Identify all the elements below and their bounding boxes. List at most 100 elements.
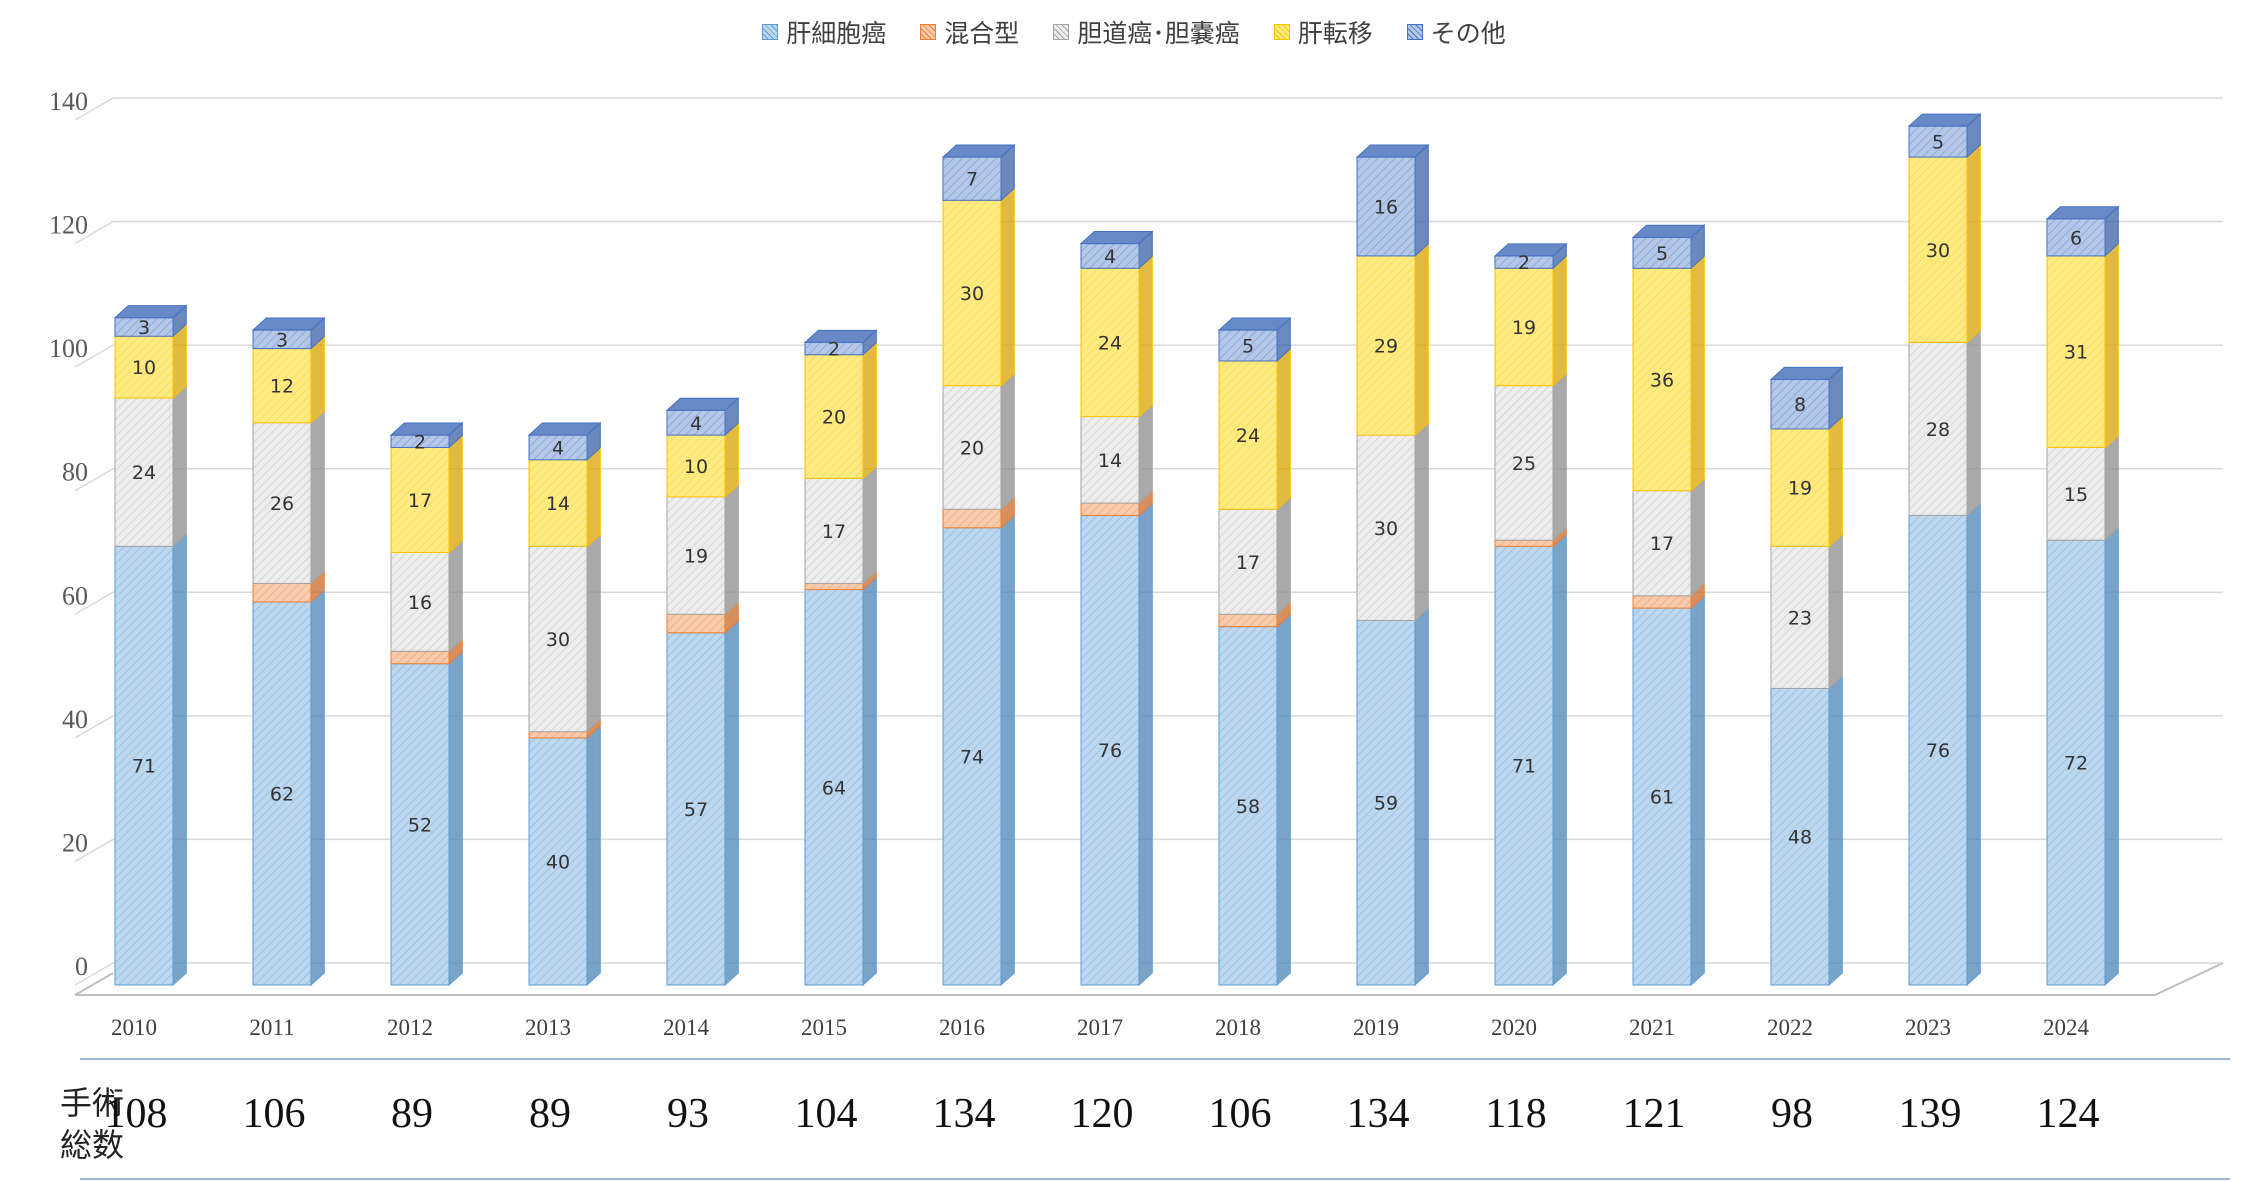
bar-segment-front — [114, 335, 174, 399]
legend-item: 肝転移 — [1273, 14, 1373, 50]
bar-segment — [1770, 415, 1843, 548]
bar-segment — [390, 434, 463, 554]
bar-segment-side — [1414, 607, 1429, 987]
bar-segment — [1356, 607, 1429, 987]
bar-segment — [1494, 242, 1567, 270]
bar-2015: 64 17 20 2 — [803, 329, 878, 987]
total-value: 108 — [104, 1091, 168, 1137]
bar-segment — [2046, 434, 2119, 542]
bar-segment-front — [1770, 545, 1830, 689]
bar-segment-front — [666, 434, 726, 498]
bar-2010: 71 24 10 3 — [113, 304, 188, 987]
bar-segment-front — [2046, 218, 2106, 257]
totals-label: 手術 総数 — [60, 1082, 124, 1166]
data-label: 25 — [1512, 453, 1536, 475]
bar-segment — [252, 570, 325, 604]
bar-segment — [390, 539, 463, 653]
bar-segment-front — [2046, 446, 2106, 541]
bar-segment — [942, 187, 1015, 387]
data-label: 4 — [1104, 246, 1116, 268]
x-tick-label: 2024 — [2043, 1015, 2090, 1040]
bar-segment-side — [1138, 502, 1153, 987]
bar-segment — [252, 335, 325, 424]
legend-swatch — [1053, 24, 1070, 40]
total-value: 121 — [1622, 1091, 1686, 1137]
x-tick-label: 2020 — [1491, 1015, 1537, 1040]
legend-label: 胆道癌･胆嚢癌 — [1077, 19, 1240, 48]
bar-segment-side — [2104, 434, 2119, 542]
x-tick-label: 2015 — [801, 1015, 847, 1040]
data-label: 17 — [1236, 552, 1260, 574]
legend-swatch — [920, 24, 937, 40]
bar-segment — [942, 514, 1015, 987]
bar-segment-front — [1494, 385, 1554, 541]
bar-segment-front — [942, 508, 1002, 529]
data-label: 74 — [960, 746, 984, 768]
bar-segment-front — [666, 409, 726, 436]
data-label: 19 — [1512, 317, 1536, 339]
totals-bottom-rule — [80, 1178, 2230, 1180]
bar-segment-front — [666, 632, 726, 986]
bar-segment — [390, 638, 463, 665]
bar-segment — [528, 533, 601, 733]
bar-segment-front — [1908, 156, 1968, 343]
bar-segment — [666, 601, 739, 634]
total-value: 106 — [1208, 1091, 1272, 1137]
bar-segment-front — [1356, 619, 1416, 986]
bar-segment-side — [862, 341, 877, 480]
bar-segment — [1080, 230, 1153, 270]
data-label: 19 — [684, 546, 708, 568]
x-tick-label: 2011 — [249, 1015, 294, 1040]
bar-segment-front — [252, 601, 312, 986]
bar-top — [803, 329, 878, 343]
data-label: 24 — [1098, 332, 1122, 354]
bar-segment — [1356, 421, 1429, 622]
data-label: 59 — [1374, 793, 1398, 815]
bar-segment — [1632, 224, 1705, 270]
bar-segment-front — [528, 731, 588, 739]
data-label: 28 — [1926, 419, 1950, 441]
data-label: 6 — [2070, 227, 2082, 249]
bar-segment — [666, 619, 739, 987]
data-label: 7 — [966, 169, 978, 191]
data-label: 24 — [1236, 425, 1260, 447]
total-value: 124 — [2036, 1091, 2100, 1137]
bar-segment — [390, 650, 463, 987]
bar-top — [1769, 366, 1844, 380]
bar-segment-side — [1690, 594, 1705, 987]
data-label: 58 — [1236, 796, 1260, 818]
bar-top — [1493, 243, 1568, 257]
data-label: 5 — [1242, 336, 1254, 358]
bar-segment-side — [1966, 502, 1981, 987]
data-label: 31 — [2064, 342, 2088, 364]
legend-item: 肝細胞癌 — [762, 14, 886, 50]
bar-segment — [1908, 502, 1981, 987]
bar-segment — [666, 483, 739, 616]
bar-segment-front — [252, 582, 312, 603]
data-label: 10 — [132, 357, 156, 379]
bar-segment-front — [1494, 539, 1554, 547]
bar-segment — [1494, 533, 1567, 987]
y-tick-label: 60 — [62, 581, 88, 610]
bar-segment-side — [586, 724, 601, 987]
legend: 肝細胞癌 混合型 胆道癌･胆嚢癌 肝転移 その他 — [0, 14, 2268, 50]
bar-2020: 71 25 19 2 — [1493, 242, 1568, 987]
data-label: 72 — [2064, 753, 2088, 775]
bar-top — [2045, 206, 2120, 220]
bar-segment-side — [1276, 496, 1291, 616]
bar-segment-side — [1138, 255, 1153, 418]
legend-item: 胆道癌･胆嚢癌 — [1053, 14, 1240, 50]
bar-segment-side — [1552, 255, 1567, 387]
bar-segment — [804, 465, 877, 585]
data-label: 30 — [546, 629, 570, 651]
data-label: 12 — [270, 376, 294, 398]
x-tick-label: 2021 — [1629, 1015, 1675, 1040]
bar-top — [113, 305, 188, 319]
bar-segment-side — [2104, 242, 2119, 449]
bar-2021: 61 17 36 5 — [1631, 224, 1706, 987]
x-tick-label: 2023 — [1905, 1015, 1951, 1040]
legend-swatch — [1406, 24, 1423, 40]
bar-segment-side — [1552, 533, 1567, 987]
data-label: 52 — [408, 814, 432, 836]
